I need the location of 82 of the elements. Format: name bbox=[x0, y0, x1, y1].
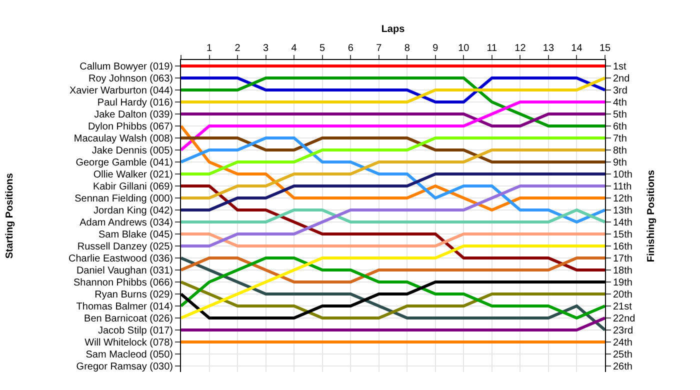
category-label: Shannon Phibbs (066) bbox=[73, 278, 173, 288]
category-label: George Gamble (041) bbox=[76, 158, 173, 168]
y2-tick-label: 21st bbox=[613, 302, 632, 312]
x-tick-label: 8 bbox=[404, 43, 410, 54]
y2-tick-label: 26th bbox=[613, 362, 632, 372]
line-series bbox=[181, 76, 605, 128]
category-label: Paul Hardy (016) bbox=[97, 98, 173, 108]
line-series bbox=[181, 136, 605, 176]
x-tick-label: 7 bbox=[376, 43, 382, 54]
y2-tick-label: 5th bbox=[613, 110, 627, 120]
line-series bbox=[181, 184, 605, 272]
category-label: Ben Barnicoat (026) bbox=[84, 314, 173, 324]
y2-tick-label: 8th bbox=[613, 146, 627, 156]
line-series bbox=[181, 172, 605, 212]
x-tick-label: 3 bbox=[263, 43, 270, 54]
y2-tick-label: 9th bbox=[613, 158, 627, 168]
line-series bbox=[181, 136, 605, 224]
y2-tick-label: 24th bbox=[613, 338, 632, 348]
category-label: Sennan Fielding (000) bbox=[74, 194, 173, 204]
x-tick-label: 12 bbox=[514, 43, 526, 54]
category-label: Daniel Vaughan (031) bbox=[76, 266, 173, 276]
category-label: Ryan Burns (029) bbox=[94, 290, 173, 300]
category-label: Kabir Gillani (069) bbox=[92, 182, 173, 192]
category-label: Jake Dalton (039) bbox=[94, 110, 173, 120]
category-label: Charlie Eastwood (036) bbox=[68, 254, 173, 264]
line-series bbox=[181, 148, 605, 200]
x-tick-label: 11 bbox=[486, 43, 498, 54]
line-series bbox=[181, 100, 605, 152]
category-label: Jacob Stilp (017) bbox=[98, 326, 173, 336]
y2-axis-title: Finishing Positions bbox=[646, 169, 657, 262]
category-label: Dylon Phibbs (067) bbox=[88, 122, 173, 132]
line-series bbox=[181, 256, 605, 320]
line-series bbox=[181, 184, 605, 248]
x-tick-label: 15 bbox=[599, 43, 611, 54]
x-tick-label: 5 bbox=[320, 43, 326, 54]
line-series bbox=[181, 256, 605, 332]
category-label: Sam Macleod (050) bbox=[86, 350, 173, 360]
x-tick-label: 13 bbox=[542, 43, 554, 54]
y2-tick-label: 15th bbox=[613, 230, 632, 240]
line-series bbox=[181, 244, 605, 320]
y2-tick-label: 4th bbox=[613, 98, 627, 108]
x-tick-label: 10 bbox=[458, 43, 470, 54]
y2-tick-label: 25th bbox=[613, 350, 632, 360]
x-tick-label: 2 bbox=[234, 43, 241, 54]
category-label: Will Whitelock (078) bbox=[84, 338, 173, 348]
x-tick-label: 1 bbox=[206, 43, 212, 54]
y2-tick-label: 18th bbox=[613, 266, 632, 276]
y2-tick-label: 10th bbox=[613, 170, 632, 180]
x-tick-label: 9 bbox=[432, 43, 439, 54]
y2-tick-label: 7th bbox=[613, 134, 627, 144]
category-label: Xavier Warburton (044) bbox=[69, 86, 173, 96]
line-series bbox=[181, 124, 605, 212]
category-label: Adam Andrews (034) bbox=[80, 218, 173, 228]
category-label: Ollie Walker (021) bbox=[93, 170, 173, 180]
category-label: Roy Johnson (063) bbox=[88, 74, 173, 84]
y2-tick-label: 19th bbox=[613, 278, 632, 288]
x-tick-label: 14 bbox=[571, 43, 583, 54]
y2-tick-label: 23rd bbox=[613, 326, 634, 336]
y2-tick-label: 20th bbox=[613, 290, 632, 300]
y2-tick-label: 16th bbox=[613, 242, 632, 252]
y2-tick-label: 13th bbox=[613, 206, 632, 216]
text: Starting Positions bbox=[4, 172, 16, 259]
category-label: Thomas Balmer (014) bbox=[76, 302, 173, 312]
category-label: Gregor Ramsay (030) bbox=[76, 362, 173, 372]
y2-tick-label: 22nd bbox=[613, 314, 636, 324]
category-label: Macaulay Walsh (008) bbox=[74, 134, 173, 144]
category-label: Jordan King (042) bbox=[94, 206, 173, 216]
y2-tick-label: 2nd bbox=[613, 74, 630, 84]
category-label: Callum Bowyer (019) bbox=[80, 62, 173, 72]
y2-tick-label: 17th bbox=[613, 254, 632, 264]
x-tick-label: 4 bbox=[291, 43, 298, 54]
y2-tick-label: 6th bbox=[613, 122, 627, 132]
x-tick-label: 6 bbox=[348, 43, 354, 54]
y2-tick-label: 11th bbox=[613, 182, 632, 192]
y2-tick-label: 3rd bbox=[613, 86, 628, 96]
category-label: Russell Danzey (025) bbox=[77, 242, 173, 252]
category-label: Sam Blake (045) bbox=[98, 230, 173, 240]
y2-tick-label: 1st bbox=[613, 62, 627, 72]
x-axis-title: Laps bbox=[381, 24, 406, 35]
y2-tick-label: 12th bbox=[613, 194, 632, 204]
category-label: Jake Dennis (005) bbox=[92, 146, 173, 156]
y2-tick-label: 14th bbox=[613, 218, 632, 228]
